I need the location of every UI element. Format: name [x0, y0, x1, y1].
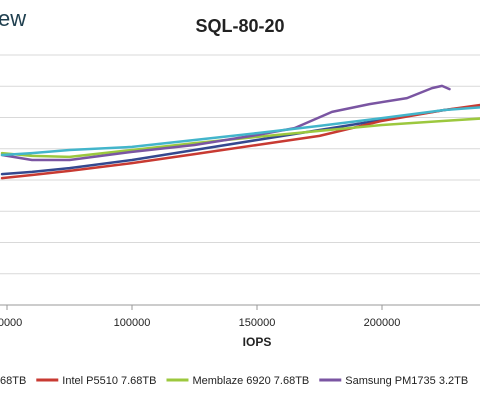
series-line [0, 103, 480, 180]
brand-logo: ew [0, 6, 26, 31]
legend-label: Memblaze 6920 7.68TB [192, 375, 309, 387]
series-line [0, 106, 480, 157]
chart-title: SQL-80-20 [195, 16, 284, 36]
plot-area [0, 84, 480, 180]
legend-label: 68TB [0, 375, 26, 387]
legend-label: Intel P5510 7.68TB [62, 375, 156, 387]
x-tick-label: 50000 [0, 317, 22, 329]
grid: 50000 100000 150000 200000 [0, 54, 480, 329]
legend: 68TB Intel P5510 7.68TB Memblaze 6920 7.68… [0, 375, 468, 387]
x-tick-label: 200000 [364, 317, 401, 329]
x-axis-label: IOPS [243, 335, 272, 349]
legend-label: Samsung PM1735 3.2TB [345, 375, 468, 387]
x-tick-label: 100000 [114, 317, 151, 329]
x-tick-label: 150000 [239, 317, 276, 329]
